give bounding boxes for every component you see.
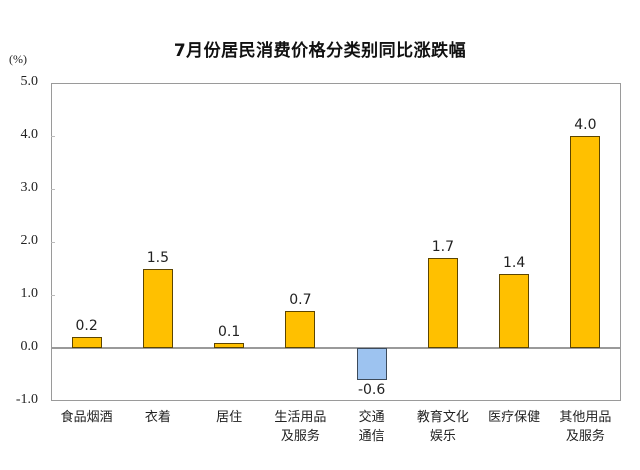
x-axis-label-line: 及服务 [280,429,320,444]
bar [71,337,102,348]
data-label: 1.5 [146,249,169,266]
y-tick-label: 0.0 [20,339,39,354]
bar [214,342,245,348]
bar [142,268,173,348]
x-axis-label: 食品烟酒 [51,408,123,427]
data-label: 0.2 [75,318,98,335]
y-tick-label: 3.0 [20,180,39,195]
x-axis-label-line: 及服务 [565,429,605,444]
data-label: 1.7 [431,238,454,255]
x-axis-label-line: 生活用品 [274,410,327,425]
y-tick-label: 4.0 [20,127,39,142]
y-tick-label: 5.0 [20,74,39,89]
x-axis-label-line: 交通 [358,410,385,425]
bar [570,136,601,348]
x-axis-label-line: 医疗保健 [488,410,541,425]
y-tick-label: 1.0 [20,286,39,301]
y-tick-label: -1.0 [15,392,38,407]
x-axis-label: 教育文化 娱乐 [407,408,479,446]
x-axis-label: 生活用品 及服务 [264,408,336,446]
y-tick-mark [51,295,55,296]
data-label: 1.4 [502,254,526,271]
y-tick-mark [51,136,55,137]
data-label: 0.7 [289,291,312,308]
y-tick-mark [51,189,55,190]
x-axis-label-line: 食品烟酒 [60,410,113,425]
data-label: -0.6 [357,381,386,398]
x-axis-label-line: 娱乐 [429,429,456,444]
bar [356,348,387,380]
zero-baseline [51,347,621,349]
bar [499,273,530,348]
plot-area [51,83,621,401]
chart-title: 7月份居民消费价格分类别同比涨跌幅 [173,41,467,61]
x-axis-label: 衣着 [122,408,194,427]
bar [285,310,316,348]
x-axis-label-line: 其他用品 [559,410,612,425]
x-axis-label-line: 通信 [358,429,385,444]
y-axis-unit: (%) [9,52,27,66]
data-label: 0.1 [217,323,241,340]
x-axis-label-line: 居住 [216,410,243,425]
x-axis-label: 医疗保健 [478,408,550,427]
y-tick-label: 2.0 [20,233,39,248]
data-label: 4.0 [574,117,597,133]
bar [427,257,458,348]
x-axis-label-line: 衣着 [144,410,171,425]
x-axis-label: 其他用品 及服务 [549,408,621,446]
x-axis-label: 居住 [193,408,265,427]
x-axis-label: 交通 通信 [336,408,408,446]
y-tick-mark [51,242,55,243]
x-axis-label-line: 教育文化 [416,410,469,425]
